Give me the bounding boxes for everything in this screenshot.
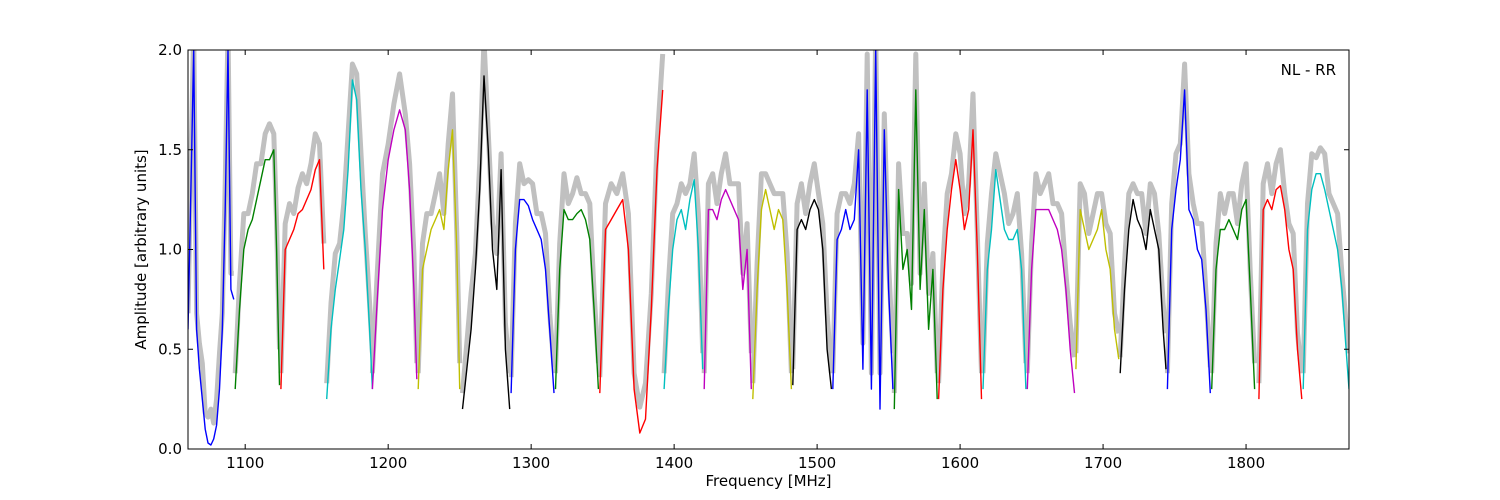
series-line-0 bbox=[188, 50, 235, 446]
background-band-layer bbox=[188, 50, 1349, 426]
x-tick-label-2: 1300 bbox=[512, 454, 550, 472]
x-axis-label: Frequency [MHz] bbox=[705, 472, 831, 490]
series-line-24 bbox=[1302, 172, 1349, 390]
series-line-2 bbox=[280, 158, 325, 390]
series-layer bbox=[188, 50, 1349, 446]
series-line-19 bbox=[1075, 208, 1120, 370]
plot-background bbox=[188, 50, 1349, 449]
background-band-1 bbox=[232, 121, 282, 374]
background-band-13 bbox=[790, 161, 834, 374]
x-tick-label-5: 1600 bbox=[941, 454, 979, 472]
background-band-7 bbox=[508, 161, 557, 378]
series-line-23 bbox=[1258, 184, 1303, 400]
background-band-8 bbox=[553, 171, 601, 374]
tick-layer: 1100 1200 1300 1400 1500 1600 1700 1800 0.0 0.5 1.… bbox=[158, 41, 1349, 472]
y-tick-label-1: 0.5 bbox=[158, 340, 182, 358]
background-band-2 bbox=[278, 131, 327, 374]
x-tick-label-1: 1200 bbox=[369, 454, 407, 472]
background-band-16 bbox=[936, 91, 984, 384]
series-line-15 bbox=[893, 89, 938, 410]
series-line-22 bbox=[1211, 198, 1256, 390]
background-band-23 bbox=[1256, 147, 1305, 384]
y-tick-label-0: 0.0 bbox=[158, 440, 182, 458]
background-band-24 bbox=[1300, 145, 1349, 374]
annotation-label: NL - RR bbox=[1281, 61, 1336, 79]
background-band-9 bbox=[597, 53, 666, 410]
background-band-11 bbox=[701, 151, 754, 374]
background-band-20 bbox=[1117, 181, 1169, 358]
background-band-21 bbox=[1164, 61, 1213, 374]
background-band-15 bbox=[891, 51, 940, 394]
series-line-8 bbox=[554, 208, 600, 390]
series-line-1 bbox=[234, 149, 281, 390]
series-line-7 bbox=[510, 198, 555, 394]
series-line-9 bbox=[599, 89, 664, 434]
y-axis-label: Amplitude [arbitrary units] bbox=[132, 149, 150, 349]
background-band-5 bbox=[415, 91, 463, 374]
series-line-13 bbox=[792, 198, 833, 390]
x-tick-label-6: 1700 bbox=[1084, 454, 1122, 472]
background-band-4 bbox=[369, 71, 420, 374]
series-line-16 bbox=[937, 129, 983, 400]
series-line-20 bbox=[1119, 198, 1167, 374]
background-band-10 bbox=[661, 151, 706, 374]
y-tick-label-4: 2.0 bbox=[158, 41, 182, 59]
series-line-18 bbox=[1026, 208, 1076, 394]
y-tick-label-2: 1.0 bbox=[158, 241, 182, 259]
y-tick-label-3: 1.5 bbox=[158, 141, 182, 159]
background-band-22 bbox=[1209, 161, 1258, 374]
series-line-21 bbox=[1166, 89, 1211, 394]
series-line-6 bbox=[461, 75, 511, 410]
series-line-3 bbox=[326, 79, 374, 400]
series-line-4 bbox=[371, 109, 418, 390]
series-line-10 bbox=[663, 178, 704, 390]
series-line-11 bbox=[703, 188, 752, 390]
x-tick-label-4: 1500 bbox=[798, 454, 836, 472]
background-band-17 bbox=[980, 151, 1029, 374]
background-band-18 bbox=[1024, 171, 1077, 374]
series-line-14 bbox=[832, 50, 894, 410]
series-line-17 bbox=[982, 168, 1027, 390]
background-band-19 bbox=[1073, 181, 1122, 354]
series-line-12 bbox=[752, 188, 793, 400]
x-tick-label-0: 1100 bbox=[226, 454, 264, 472]
background-band-3 bbox=[324, 61, 375, 384]
series-line-5 bbox=[417, 129, 461, 390]
background-band-12 bbox=[750, 171, 794, 384]
x-tick-label-7: 1800 bbox=[1227, 454, 1265, 472]
x-tick-label-3: 1400 bbox=[655, 454, 693, 472]
